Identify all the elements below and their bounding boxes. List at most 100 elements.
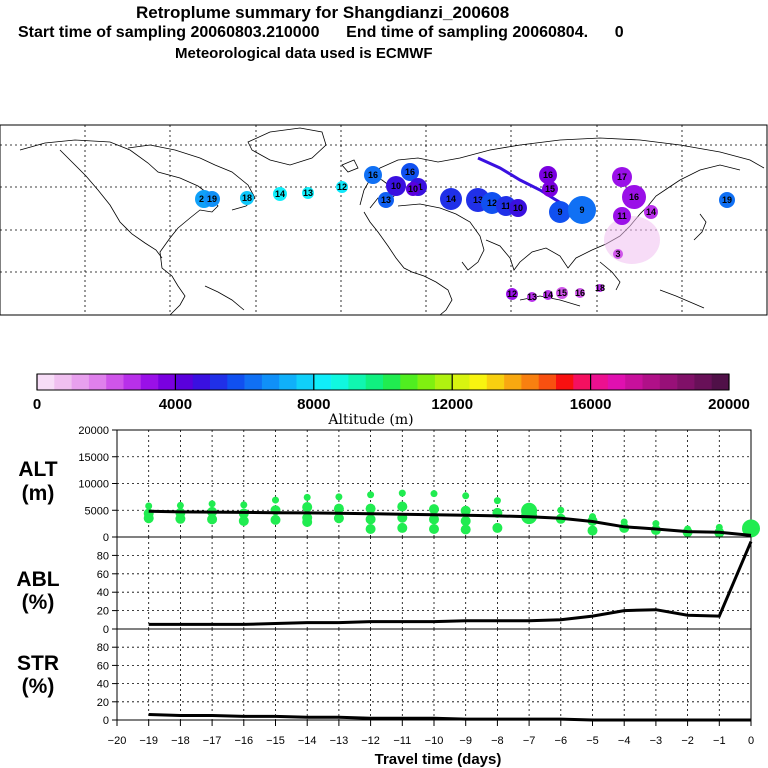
plume-marker-label: 11 bbox=[501, 201, 511, 211]
plume-marker-label: 9 bbox=[579, 205, 584, 215]
colorbar-cell bbox=[452, 374, 470, 390]
plume-altitude-dot bbox=[335, 493, 343, 501]
plume-marker bbox=[622, 185, 646, 209]
plume-marker-label: 15 bbox=[557, 288, 567, 298]
x-tick-label: −17 bbox=[203, 735, 222, 747]
plume-marker-label: 16 bbox=[575, 288, 585, 298]
colorbar-cell bbox=[88, 374, 107, 390]
x-tick-label: −20 bbox=[108, 735, 127, 747]
plume-marker-label: 18 bbox=[242, 193, 252, 203]
plume-marker bbox=[440, 188, 462, 210]
x-tick-label: −10 bbox=[425, 735, 444, 747]
plume-marker-label: 10 bbox=[513, 203, 523, 213]
colorbar-cell bbox=[538, 374, 557, 390]
colorbar-cell bbox=[158, 374, 176, 390]
abl-unit: (%) bbox=[22, 591, 55, 614]
plume-marker bbox=[542, 181, 558, 197]
plume-altitude-dot bbox=[460, 515, 471, 526]
str-line bbox=[148, 713, 751, 722]
y-tick-label: 60 bbox=[97, 660, 109, 672]
colorbar-cell bbox=[279, 374, 297, 390]
plume-altitude-dot bbox=[397, 501, 408, 512]
plume-marker bbox=[302, 187, 314, 199]
plume-altitude-dot bbox=[367, 491, 375, 499]
plume-marker bbox=[543, 290, 553, 300]
x-tick-label: −18 bbox=[171, 735, 190, 747]
plume-altitude-dot bbox=[240, 501, 248, 509]
colorbar-title: Altitude (m) bbox=[327, 412, 413, 428]
plume-spread-halo bbox=[604, 216, 660, 264]
plume-marker bbox=[612, 167, 632, 187]
plume-track bbox=[477, 156, 567, 208]
x-tick-label: −2 bbox=[681, 735, 694, 747]
x-tick-label: −12 bbox=[361, 735, 380, 747]
y-tick-label: 5000 bbox=[85, 505, 109, 517]
plume-marker-label: 12 bbox=[507, 289, 517, 299]
plume-markers: 2019181413121616131011101413121110991615… bbox=[195, 163, 735, 302]
plume-marker-label: 9 bbox=[557, 207, 562, 217]
plume-marker bbox=[204, 191, 220, 207]
plume-marker bbox=[506, 288, 518, 300]
y-tick-label: 80 bbox=[97, 550, 109, 562]
colorbar-cell bbox=[313, 374, 332, 390]
plume-altitude-dot bbox=[270, 514, 281, 525]
plume-altitude-dot bbox=[429, 514, 439, 525]
plume-altitude-dot bbox=[742, 519, 760, 538]
plume-marker bbox=[378, 192, 394, 208]
plume-altitude-dot bbox=[365, 514, 376, 525]
x-tick-label: −5 bbox=[586, 735, 599, 747]
plume-altitude-dot bbox=[145, 502, 153, 510]
plume-altitude-dot bbox=[460, 524, 471, 535]
plume-altitude-dot bbox=[238, 515, 249, 526]
plume-altitude-dot bbox=[303, 493, 311, 501]
plume-altitude-dot bbox=[272, 496, 279, 504]
plume-altitude-dot bbox=[398, 489, 406, 497]
colorbar-tick-label: 4000 bbox=[159, 396, 192, 413]
x-tick-label: −1 bbox=[713, 735, 726, 747]
plume-marker-label: 15 bbox=[545, 184, 555, 194]
plume-altitude-dot bbox=[429, 504, 439, 515]
x-tick-label: −8 bbox=[491, 735, 504, 747]
plume-altitude-dot bbox=[208, 500, 216, 508]
map-graticule bbox=[0, 125, 767, 315]
colorbar-cell bbox=[400, 374, 418, 390]
y-tick-label: 40 bbox=[97, 587, 109, 599]
plume-marker-label: 10 bbox=[391, 181, 401, 191]
colorbar-cell bbox=[556, 374, 574, 390]
colorbar-cell bbox=[296, 374, 315, 390]
plume-marker-label: 10 bbox=[408, 184, 418, 194]
y-tick-label: 20 bbox=[97, 606, 109, 618]
plume-marker-label: 19 bbox=[722, 195, 732, 205]
y-tick-label: 40 bbox=[97, 679, 109, 691]
colorbar-tick-label: 12000 bbox=[431, 396, 473, 413]
x-tick-label: −3 bbox=[650, 735, 663, 747]
plume-marker bbox=[556, 287, 568, 299]
altitude-colorbar: 0 4000 8000 12000 16000 20000 Altitude (m) bbox=[33, 373, 750, 428]
abl-line bbox=[148, 541, 753, 626]
x-tick-label: −6 bbox=[555, 735, 568, 747]
abl-label: ABL bbox=[16, 568, 59, 591]
alt-mean-line bbox=[148, 509, 752, 537]
plume-marker-label: 16 bbox=[543, 170, 553, 180]
plume-marker bbox=[336, 181, 348, 193]
plume-marker-label: 11 bbox=[617, 211, 627, 221]
colorbar-cell bbox=[210, 374, 228, 390]
plume-altitude-dot bbox=[462, 492, 470, 500]
plume-altitude-dot bbox=[492, 522, 503, 533]
y-tick-label: 0 bbox=[103, 715, 109, 727]
colorbar-cell bbox=[625, 374, 643, 390]
y-tick-label: 0 bbox=[103, 532, 109, 544]
plume-marker bbox=[539, 166, 557, 184]
plume-marker bbox=[406, 182, 420, 196]
plume-marker-label: 12 bbox=[337, 182, 347, 192]
plume-marker-label: 12 bbox=[487, 198, 497, 208]
x-tick-label: −14 bbox=[298, 735, 317, 747]
alt-unit: (m) bbox=[22, 482, 55, 505]
plume-marker bbox=[719, 192, 735, 208]
plume-marker bbox=[549, 201, 571, 223]
y-tick-label: 20 bbox=[97, 697, 109, 709]
plume-altitude-dot bbox=[365, 503, 376, 514]
y-tick-label: 80 bbox=[97, 642, 109, 654]
